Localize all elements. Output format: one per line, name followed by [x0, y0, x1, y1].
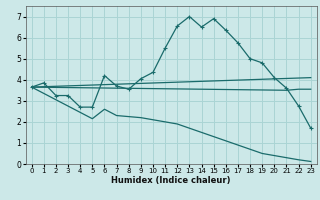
- X-axis label: Humidex (Indice chaleur): Humidex (Indice chaleur): [111, 176, 231, 185]
